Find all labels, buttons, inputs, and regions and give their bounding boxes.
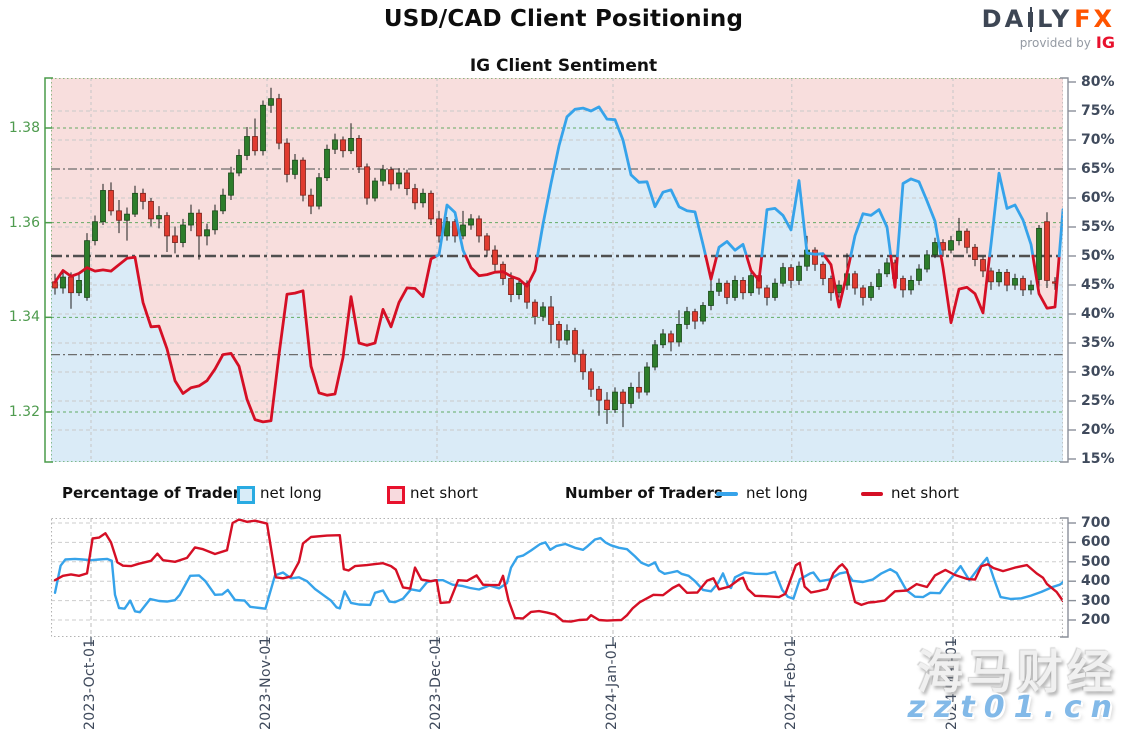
ig-logo: IG [1095, 33, 1115, 52]
legend-number-title: Number of Traders [565, 484, 723, 502]
pct-axis-label: 70% [1081, 132, 1115, 148]
pct-axis-label: 80% [1081, 74, 1115, 90]
date-label: 2023-Oct-01 [82, 638, 98, 730]
logo-text-ly: LY [1037, 5, 1073, 33]
price-axis-label: 1.32 [8, 403, 40, 420]
legend-num-net-long: net long [746, 484, 808, 502]
pct-axis-label: 45% [1081, 277, 1115, 293]
logo-text-da: DA [981, 5, 1027, 33]
net-short-box-swatch [387, 486, 405, 504]
count-axis-label: 600 [1081, 534, 1111, 551]
date-tick [266, 637, 268, 646]
watermark-url: zzt01.cn [907, 690, 1121, 725]
count-axis-label: 400 [1081, 573, 1111, 590]
date-label: 2023-Nov-01 [258, 636, 274, 730]
legend-pct-net-long: net long [260, 484, 322, 502]
date-tick [952, 637, 954, 646]
pct-axis-label: 40% [1081, 306, 1115, 322]
dailyfx-logo: DA LY FX provided by IG [982, 6, 1115, 52]
count-axis-label: 700 [1081, 515, 1111, 531]
date-label: 2024-Feb-01 [782, 638, 799, 730]
chart-subtitle: IG Client Sentiment [469, 56, 658, 76]
logo-text-fx: FX [1074, 5, 1115, 33]
net-short-line-swatch [861, 492, 883, 496]
date-tick [612, 637, 614, 646]
legend-percentage-title: Percentage of Traders [62, 484, 250, 502]
pct-axis-label: 50% [1081, 248, 1115, 264]
page-title: USD/CAD Client Positioning [383, 6, 744, 32]
pct-axis-label: 60% [1081, 190, 1115, 206]
legend-num-net-short: net short [891, 484, 959, 502]
pct-axis-label: 55% [1081, 219, 1115, 235]
net-long-box-swatch [237, 486, 255, 504]
price-axis-label: 1.36 [8, 214, 40, 231]
price-sentiment-chart [50, 77, 1065, 463]
pct-axis-label: 20% [1081, 422, 1115, 438]
watermark-cn: 海马财经 [917, 645, 1117, 699]
pct-axis-label: 75% [1081, 103, 1115, 119]
pct-axis-label: 30% [1081, 364, 1115, 380]
legend-pct-net-short: net short [410, 484, 478, 502]
date-label: 2023-Dec-01 [428, 636, 444, 730]
pct-axis-label: 15% [1081, 451, 1115, 467]
price-axis-label: 1.38 [8, 120, 40, 136]
date-tick [436, 637, 438, 646]
pct-axis-label: 35% [1081, 335, 1115, 351]
pct-axis-label: 65% [1081, 161, 1115, 177]
number-of-traders-chart [50, 517, 1065, 638]
price-axis-label: 1.34 [8, 309, 40, 326]
provided-by-label: provided by [1019, 35, 1091, 50]
candlestick-icon [1028, 6, 1034, 32]
date-tick [90, 637, 92, 646]
pct-axis-label: 25% [1081, 393, 1115, 409]
date-tick [791, 637, 793, 646]
count-axis-label: 300 [1081, 592, 1111, 609]
count-axis-label: 200 [1081, 612, 1111, 628]
date-label: 2024-Jan-01 [604, 640, 620, 730]
dailyfx-wordmark: DA LY FX [982, 6, 1115, 32]
net-long-line-swatch [716, 492, 738, 496]
count-axis-label: 500 [1081, 553, 1111, 570]
provided-by-row: provided by IG [982, 33, 1115, 52]
